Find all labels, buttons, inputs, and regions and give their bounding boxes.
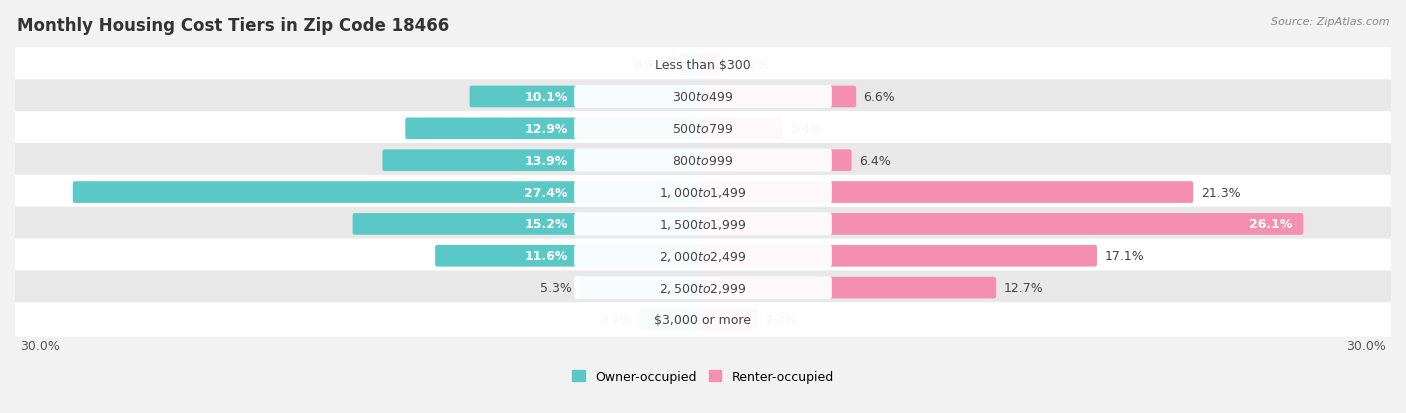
FancyBboxPatch shape [73, 182, 704, 203]
FancyBboxPatch shape [574, 213, 832, 236]
Text: 3.4%: 3.4% [790, 123, 823, 135]
Text: $300 to $499: $300 to $499 [672, 91, 734, 104]
Text: $500 to $799: $500 to $799 [672, 123, 734, 135]
Text: 12.9%: 12.9% [524, 123, 568, 135]
FancyBboxPatch shape [574, 181, 832, 204]
Text: 30.0%: 30.0% [20, 339, 59, 352]
Text: 13.9%: 13.9% [524, 154, 568, 167]
FancyBboxPatch shape [14, 207, 1392, 242]
FancyBboxPatch shape [702, 55, 721, 76]
FancyBboxPatch shape [574, 118, 832, 140]
FancyBboxPatch shape [574, 276, 832, 299]
Text: 30.0%: 30.0% [1347, 339, 1386, 352]
FancyBboxPatch shape [574, 86, 832, 109]
FancyBboxPatch shape [434, 245, 704, 267]
Text: 27.4%: 27.4% [524, 186, 568, 199]
Text: 11.6%: 11.6% [524, 250, 568, 263]
Text: 12.7%: 12.7% [1004, 281, 1043, 294]
FancyBboxPatch shape [702, 182, 1194, 203]
FancyBboxPatch shape [353, 214, 704, 235]
Text: $2,500 to $2,999: $2,500 to $2,999 [659, 281, 747, 295]
FancyBboxPatch shape [470, 86, 704, 108]
FancyBboxPatch shape [574, 245, 832, 268]
Legend: Owner-occupied, Renter-occupied: Owner-occupied, Renter-occupied [568, 365, 838, 388]
FancyBboxPatch shape [702, 214, 1303, 235]
Text: 10.1%: 10.1% [524, 91, 568, 104]
FancyBboxPatch shape [574, 54, 832, 77]
FancyBboxPatch shape [14, 176, 1392, 210]
Text: 21.3%: 21.3% [1201, 186, 1240, 199]
Text: $2,000 to $2,499: $2,000 to $2,499 [659, 249, 747, 263]
FancyBboxPatch shape [640, 309, 704, 330]
FancyBboxPatch shape [702, 309, 758, 330]
FancyBboxPatch shape [574, 308, 832, 331]
Text: $3,000 or more: $3,000 or more [655, 313, 751, 326]
FancyBboxPatch shape [681, 55, 704, 76]
FancyBboxPatch shape [579, 277, 704, 299]
FancyBboxPatch shape [14, 144, 1392, 178]
FancyBboxPatch shape [14, 239, 1392, 273]
Text: 17.1%: 17.1% [1104, 250, 1144, 263]
Text: Less than $300: Less than $300 [655, 59, 751, 72]
FancyBboxPatch shape [382, 150, 704, 172]
Text: 5.3%: 5.3% [540, 281, 572, 294]
FancyBboxPatch shape [702, 245, 1097, 267]
FancyBboxPatch shape [702, 150, 852, 172]
FancyBboxPatch shape [702, 277, 995, 299]
FancyBboxPatch shape [405, 118, 704, 140]
Text: 6.6%: 6.6% [863, 91, 896, 104]
Text: 26.1%: 26.1% [1249, 218, 1292, 231]
Text: 2.3%: 2.3% [765, 313, 797, 326]
Text: 6.4%: 6.4% [859, 154, 890, 167]
Text: 0.72%: 0.72% [728, 59, 769, 72]
FancyBboxPatch shape [14, 80, 1392, 114]
FancyBboxPatch shape [702, 118, 783, 140]
FancyBboxPatch shape [574, 150, 832, 172]
FancyBboxPatch shape [14, 48, 1392, 83]
Text: 2.7%: 2.7% [600, 313, 631, 326]
Text: $1,000 to $1,499: $1,000 to $1,499 [659, 185, 747, 199]
FancyBboxPatch shape [14, 271, 1392, 305]
Text: $800 to $999: $800 to $999 [672, 154, 734, 167]
Text: Monthly Housing Cost Tiers in Zip Code 18466: Monthly Housing Cost Tiers in Zip Code 1… [17, 17, 449, 34]
Text: Source: ZipAtlas.com: Source: ZipAtlas.com [1271, 17, 1389, 26]
FancyBboxPatch shape [14, 303, 1392, 337]
FancyBboxPatch shape [702, 86, 856, 108]
Text: 15.2%: 15.2% [524, 218, 568, 231]
FancyBboxPatch shape [14, 112, 1392, 146]
Text: $1,500 to $1,999: $1,500 to $1,999 [659, 217, 747, 231]
Text: 0.92%: 0.92% [633, 59, 672, 72]
